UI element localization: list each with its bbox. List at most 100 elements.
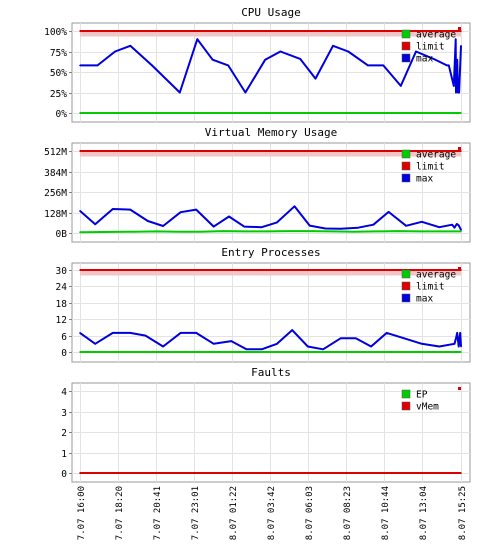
x-tick-label: 8.07 03:42 (267, 486, 277, 540)
y-tick-label: 2 (61, 428, 67, 439)
data-point-average (396, 230, 399, 232)
data-point-max (308, 224, 311, 227)
data-point-max (421, 221, 423, 223)
data-point-max (347, 50, 350, 53)
data-point-max (228, 215, 230, 218)
data-point-max (432, 58, 435, 60)
data-point-max (94, 343, 96, 345)
data-point-max (264, 58, 267, 61)
data-point-max (460, 345, 462, 348)
y-tick-label: 4 (61, 387, 67, 398)
data-point-max (387, 211, 390, 213)
y-tick-label: 12 (56, 315, 67, 326)
data-point-average (308, 230, 311, 232)
data-point-max (453, 343, 456, 345)
corner-marker (458, 387, 461, 390)
y-tick-label: 24 (56, 282, 68, 293)
data-point-max (260, 348, 263, 351)
x-tick-label: 7.07 16:00 (77, 486, 87, 540)
data-point-max (212, 225, 215, 228)
data-point-max (162, 225, 164, 227)
data-point-max (291, 329, 294, 331)
data-point-max (370, 345, 372, 348)
data-point-max (114, 50, 116, 53)
data-point-max (179, 211, 182, 213)
data-point-max (438, 345, 441, 348)
x-tick-label: 8.07 01:22 (229, 486, 239, 540)
data-point-max (451, 223, 454, 226)
corner-marker (458, 267, 461, 270)
data-point-max (244, 91, 247, 94)
chart-title: Faults (251, 366, 291, 379)
legend-swatch-vmem (401, 401, 411, 411)
data-point-max (357, 226, 359, 229)
legend-swatch-max (401, 293, 411, 303)
data-point-max (276, 343, 278, 345)
legend-label-average: average (416, 150, 456, 161)
data-point-vmem (460, 472, 462, 474)
data-point-max (179, 91, 181, 94)
data-point-max (227, 64, 229, 67)
data-point-max (457, 91, 459, 94)
chart-virtual-memory-usage: Virtual Memory Usage 0B 128M 256M 384M 512M av… (44, 126, 471, 243)
data-point-max (79, 332, 81, 334)
data-point-max (324, 227, 327, 230)
legend-swatch-max (401, 173, 411, 183)
legend-label-max: max (416, 294, 433, 305)
x-tick-label: 8.07 06:03 (305, 486, 315, 540)
data-point-max (94, 223, 96, 225)
data-point-average (199, 230, 202, 233)
data-point-max (448, 64, 450, 67)
data-point-limit (460, 30, 462, 32)
chart-title: Virtual Memory Usage (205, 126, 337, 139)
y-tick-label: 1 (61, 449, 67, 460)
data-point-max (279, 50, 282, 53)
data-point-max (162, 345, 164, 348)
data-point-max (453, 85, 455, 87)
x-tick-label: 8.07 08:23 (343, 486, 353, 540)
data-point-max (332, 45, 334, 47)
data-point-max (367, 64, 369, 67)
legend-label-limit: limit (416, 282, 445, 293)
data-point-max (211, 58, 214, 61)
y-tick-label: 75% (50, 48, 67, 59)
data-point-max (195, 332, 197, 334)
data-point-max (456, 58, 459, 61)
data-point-max (339, 227, 342, 230)
data-point-max (400, 85, 402, 87)
corner-marker (458, 147, 461, 150)
data-point-max (112, 208, 114, 210)
data-point-max (459, 332, 462, 334)
data-point-max (339, 337, 342, 340)
y-tick-label: 50% (50, 68, 67, 79)
data-point-max (230, 340, 233, 342)
data-point-max (458, 91, 460, 94)
y-tick-label: 3 (61, 408, 67, 419)
data-point-max (438, 226, 441, 228)
data-point-average (460, 230, 462, 233)
legend-label-max: max (416, 54, 433, 65)
legend-swatch-max (401, 53, 411, 63)
data-point-max (129, 208, 132, 211)
data-point-average (79, 351, 81, 353)
legend-swatch-average (401, 269, 411, 279)
data-point-average (265, 230, 268, 233)
legend-swatch-limit (401, 281, 411, 291)
data-point-max (245, 348, 248, 351)
data-point-max (455, 91, 457, 94)
data-point-average (287, 230, 289, 232)
data-point-max (96, 64, 99, 67)
legend-label-max: max (416, 174, 433, 185)
y-tick-label: 0 (61, 469, 67, 480)
data-point-max (129, 45, 132, 47)
data-point-max (212, 343, 215, 345)
data-point-max (79, 210, 81, 212)
y-tick-label: 6 (61, 332, 67, 343)
x-tick-label: 7.07 20:41 (153, 486, 163, 540)
data-point-vmem (79, 472, 81, 474)
y-tick-label: 30 (56, 266, 68, 277)
data-point-max (385, 332, 388, 334)
y-tick-label: 25% (50, 89, 67, 100)
